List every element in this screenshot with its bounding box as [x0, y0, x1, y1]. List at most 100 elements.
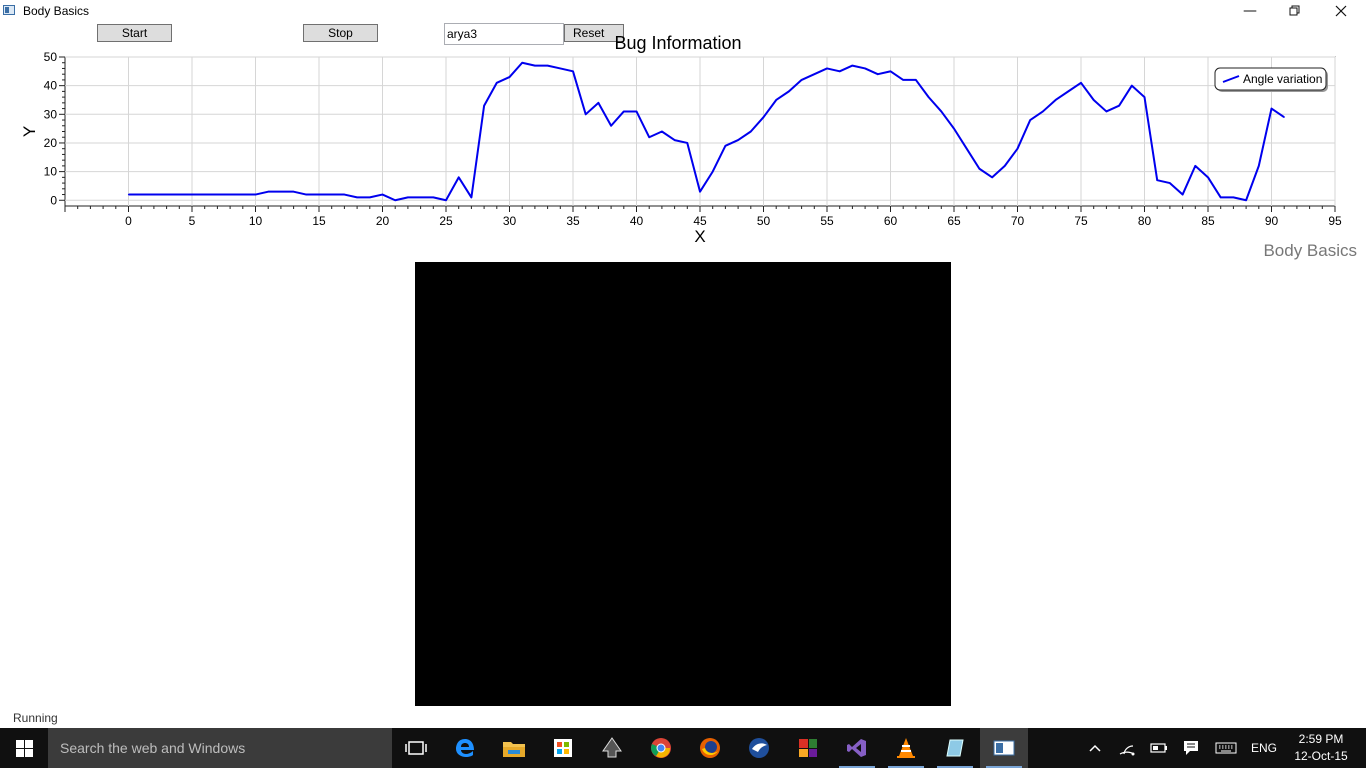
store-button[interactable] — [539, 728, 587, 768]
data-point — [813, 73, 815, 75]
series-line — [128, 61, 1285, 202]
minimize-icon: — — [1243, 3, 1257, 19]
data-point — [724, 145, 727, 147]
x-tick-label: 65 — [947, 214, 961, 228]
close-button[interactable] — [1318, 0, 1364, 22]
data-point — [1169, 182, 1171, 184]
data-point — [166, 193, 168, 196]
data-point — [1283, 116, 1285, 118]
name-input[interactable] — [444, 23, 564, 45]
data-point — [394, 199, 396, 201]
battery-button[interactable] — [1148, 728, 1170, 768]
app-blocks-button[interactable] — [784, 728, 832, 768]
data-point — [1093, 99, 1095, 101]
minimize-button[interactable]: — — [1227, 0, 1273, 22]
data-point — [661, 130, 663, 133]
language-indicator[interactable]: ENG — [1246, 728, 1282, 768]
data-point — [1245, 199, 1247, 201]
data-point — [191, 193, 193, 196]
start-button[interactable]: Start — [97, 24, 172, 42]
data-point — [1194, 165, 1196, 167]
keyboard-button[interactable] — [1212, 728, 1240, 768]
data-point — [1131, 85, 1133, 87]
y-tick-label: 30 — [44, 107, 58, 121]
x-tick-label: 80 — [1138, 214, 1152, 228]
data-point — [153, 193, 155, 196]
data-point — [1004, 165, 1006, 167]
data-point — [229, 193, 231, 196]
blocks-icon — [799, 739, 817, 757]
visual-studio-button[interactable] — [833, 728, 881, 768]
data-point — [801, 79, 803, 81]
data-point — [966, 148, 968, 150]
data-point — [648, 136, 650, 138]
visual-studio-icon — [847, 739, 866, 757]
app-eagle-button[interactable] — [735, 728, 783, 768]
data-point — [902, 79, 904, 81]
data-point — [381, 193, 384, 196]
y-tick-label: 50 — [44, 50, 58, 64]
app-icon — [3, 5, 15, 15]
data-point — [1029, 119, 1031, 121]
data-point — [635, 110, 638, 113]
data-point — [420, 196, 422, 199]
data-point — [623, 110, 625, 113]
reset-button[interactable]: Reset — [564, 24, 624, 42]
x-tick-label: 45 — [693, 214, 707, 228]
data-point — [864, 67, 866, 70]
data-point — [216, 193, 218, 196]
data-point — [458, 176, 460, 178]
close-icon — [1335, 5, 1347, 17]
data-point — [928, 96, 930, 98]
data-point — [839, 70, 841, 72]
data-point — [1042, 110, 1044, 113]
edge-icon — [456, 739, 474, 757]
network-button[interactable] — [1116, 728, 1138, 768]
x-tick-label: 35 — [566, 214, 580, 228]
restore-button[interactable] — [1272, 0, 1318, 22]
edge-button[interactable] — [441, 728, 489, 768]
data-point — [572, 70, 574, 72]
body-basics-taskbar-button[interactable] — [980, 728, 1028, 768]
language-label: ENG — [1250, 741, 1277, 755]
x-tick-label: 70 — [1011, 214, 1025, 228]
firefox-button[interactable] — [686, 728, 734, 768]
x-axis-label: X — [694, 227, 705, 246]
stop-button[interactable]: Stop — [303, 24, 378, 42]
x-tick-label: 75 — [1074, 214, 1088, 228]
x-tick-label: 55 — [820, 214, 834, 228]
x-tick-label: 15 — [312, 214, 326, 228]
data-point — [178, 193, 180, 196]
clock[interactable]: 2:59 PM 12-Oct-15 — [1290, 731, 1352, 765]
start-menu-button[interactable] — [0, 728, 48, 768]
taskbar: Search the web and Windows — [0, 728, 1366, 768]
data-point — [356, 196, 358, 199]
store-icon — [554, 739, 572, 757]
vlc-button[interactable] — [882, 728, 930, 768]
y-axis-label: Y — [20, 126, 39, 137]
show-hidden-icons-button[interactable] — [1084, 728, 1106, 768]
x-tick-label: 60 — [884, 214, 898, 228]
taskbar-search[interactable]: Search the web and Windows — [48, 728, 392, 768]
data-point — [585, 113, 587, 115]
keyboard-icon — [1215, 742, 1237, 754]
data-point — [445, 199, 447, 201]
data-point — [712, 171, 714, 173]
action-center-button[interactable] — [1180, 728, 1202, 768]
data-point — [1143, 96, 1146, 98]
wifi-icon — [1119, 745, 1135, 756]
task-view-button[interactable] — [392, 728, 440, 768]
data-point — [508, 76, 511, 78]
data-point — [597, 102, 600, 104]
data-point — [1016, 148, 1019, 150]
chrome-button[interactable] — [637, 728, 685, 768]
data-point — [1080, 82, 1082, 84]
data-point — [978, 168, 981, 170]
data-point — [915, 79, 917, 81]
data-point — [242, 193, 244, 196]
data-point — [991, 176, 993, 178]
app-notepad-button[interactable] — [931, 728, 979, 768]
inkscape-button[interactable] — [588, 728, 636, 768]
notification-icon — [1184, 741, 1198, 755]
file-explorer-button[interactable] — [490, 728, 538, 768]
